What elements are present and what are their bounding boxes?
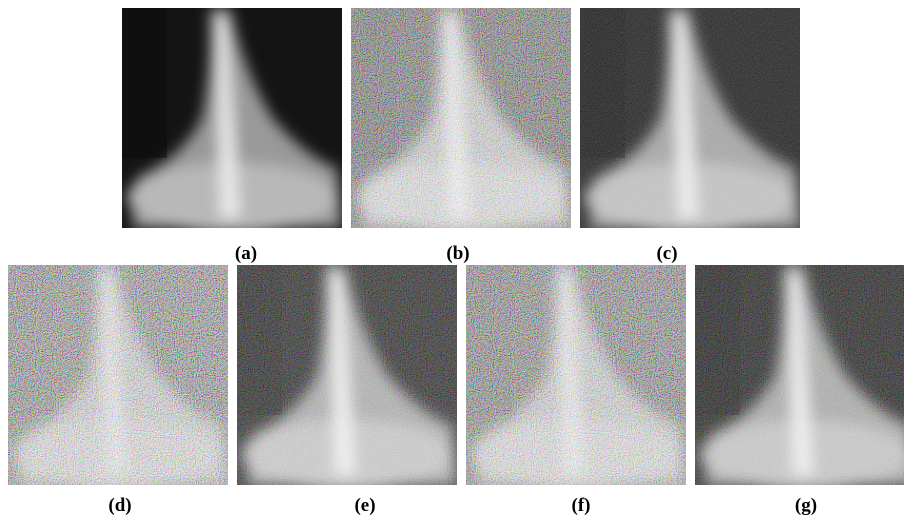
panel-image xyxy=(695,265,904,490)
panel-label: (a) xyxy=(235,243,257,264)
panel-label: (g) xyxy=(795,495,817,516)
panel-image xyxy=(351,8,571,233)
panel-image xyxy=(580,8,800,233)
panel-image xyxy=(466,265,686,490)
panel-image xyxy=(237,265,457,490)
panel-label: (c) xyxy=(656,243,677,264)
figure: (a) (b) (c) (d) (e) (f) (g) xyxy=(0,0,904,518)
panel-image xyxy=(122,8,342,233)
panel-image xyxy=(8,265,228,490)
panel-label: (f) xyxy=(572,495,591,516)
panel-label: (d) xyxy=(108,495,131,516)
panel-label: (e) xyxy=(354,495,375,516)
page: (a) (b) (c) (d) (e) (f) (g) (() => { con… xyxy=(0,0,904,518)
panel-label: (b) xyxy=(446,243,469,264)
